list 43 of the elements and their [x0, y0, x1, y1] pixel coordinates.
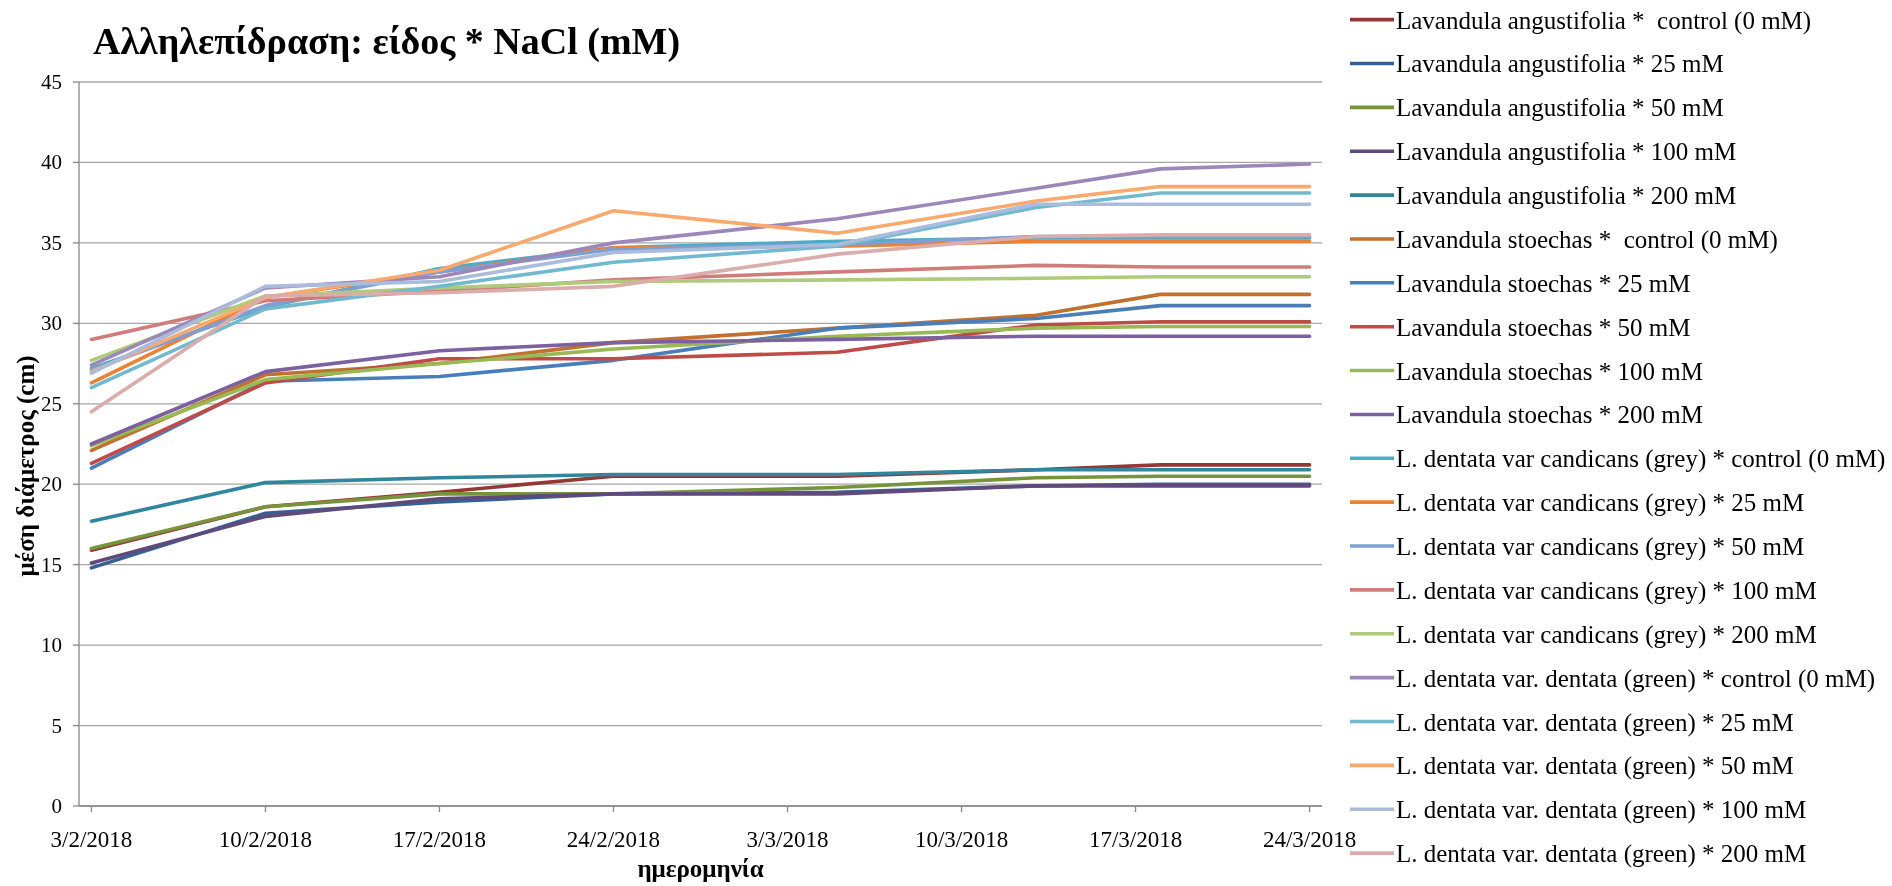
x-tick-label: 10/3/2018	[914, 827, 1009, 852]
legend-label: Lavandula angustifolia * 25 mM	[1396, 49, 1724, 77]
legend-label: Lavandula stoechas * control (0 mM)	[1396, 225, 1778, 254]
y-tick-label: 15	[41, 552, 62, 577]
legend-label: L. dentata var candicans (grey) * control (0 mM)	[1396, 444, 1886, 473]
x-tick-label: 3/2/2018	[50, 827, 133, 852]
y-tick-label: 45	[41, 70, 62, 94]
y-tick-label: 20	[41, 472, 62, 497]
x-tick-label: 17/2/2018	[392, 827, 487, 852]
x-tick-label: 24/3/2018	[1262, 827, 1357, 852]
legend-label: Lavandula stoechas * 200 mM	[1396, 400, 1703, 428]
legend-label: L. dentata var. dentata (green) * control (0 mM)	[1396, 664, 1875, 693]
x-tick-label: 10/2/2018	[218, 827, 313, 852]
x-tick-label: 17/3/2018	[1088, 827, 1183, 852]
legend-label: Lavandula angustifolia * 200 mM	[1396, 181, 1737, 209]
y-tick-label: 0	[51, 794, 62, 818]
legend-label: Lavandula angustifolia * 100 mM	[1396, 137, 1737, 165]
legend-label: Lavandula stoechas * 25 mM	[1396, 269, 1691, 297]
x-tick-label: 3/3/2018	[746, 827, 829, 852]
legend-label: L. dentata var. dentata (green) * 25 mM	[1396, 708, 1794, 737]
y-tick-label: 30	[41, 311, 62, 336]
legend-label: L. dentata var candicans (grey) * 50 mM	[1396, 532, 1805, 561]
legend-label: L. dentata var. dentata (green) * 200 mM	[1396, 839, 1807, 868]
line-series	[89, 467, 1312, 524]
legend-label: L. dentata var candicans (grey) * 100 mM	[1396, 576, 1817, 605]
legend-label: L. dentata var. dentata (green) * 100 mM	[1396, 795, 1807, 824]
legend-label: Lavandula angustifolia * 50 mM	[1396, 93, 1724, 121]
legend-label: L. dentata var candicans (grey) * 200 mM	[1396, 620, 1817, 649]
line-series	[89, 233, 1312, 414]
legend-label: L. dentata var candicans (grey) * 25 mM	[1396, 488, 1805, 517]
y-tick-label: 5	[51, 713, 62, 738]
x-axis-title: ημερομηνία	[637, 855, 764, 882]
y-tick-label: 10	[41, 633, 62, 658]
legend-label: Lavandula stoechas * 50 mM	[1396, 313, 1691, 341]
y-axis-title: μέση διάμετρος (cm)	[12, 355, 40, 577]
y-tick-label: 40	[41, 150, 62, 175]
x-tick-label: 24/2/2018	[566, 827, 661, 852]
chart-title: Αλληλεπίδραση: είδος * NaCl (mM)	[93, 20, 681, 63]
y-tick-label: 35	[41, 230, 62, 255]
y-tick-label: 25	[41, 391, 62, 416]
legend-label: L. dentata var. dentata (green) * 50 mM	[1396, 751, 1794, 780]
legend-label: Lavandula stoechas * 100 mM	[1396, 357, 1703, 385]
legend-label: Lavandula angustifolia * control (0 mM)	[1396, 6, 1812, 35]
